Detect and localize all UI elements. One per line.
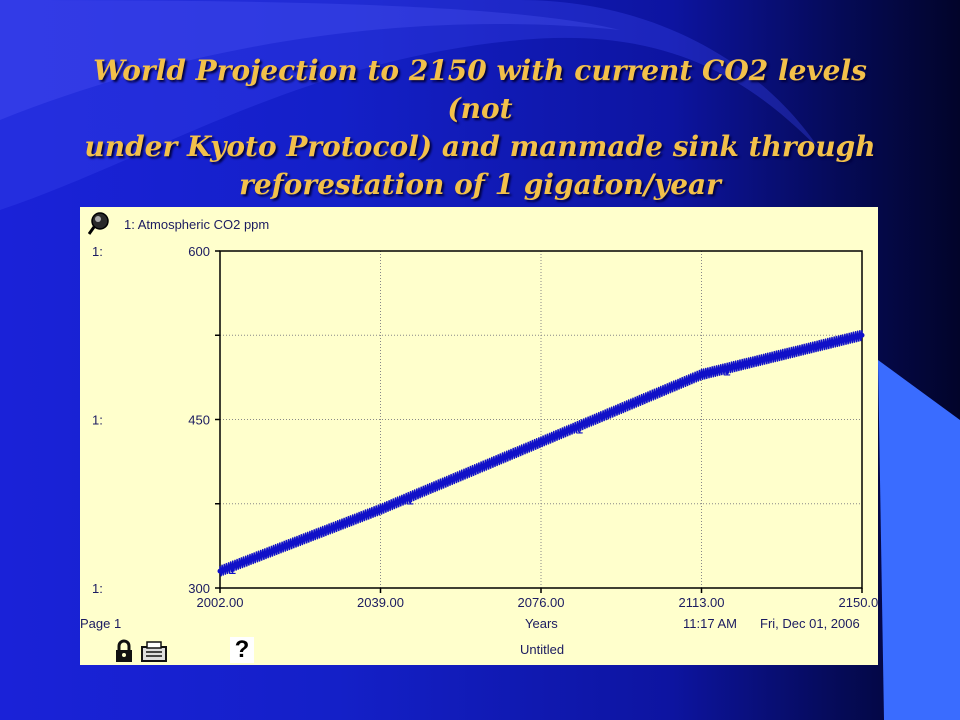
- y-tick-prefix: 1:: [92, 413, 103, 428]
- lock-icon[interactable]: [113, 639, 135, 663]
- question-mark-icon: ?: [234, 636, 250, 663]
- y-tick-label: 300: [188, 581, 210, 596]
- series-number-marker: 1: [229, 561, 237, 578]
- title-line: under Kyoto Protocol) and manmade sink t…: [84, 130, 876, 163]
- title-line: World Projection to 2150 with current CO…: [93, 54, 867, 125]
- series-point: [538, 439, 544, 445]
- series-point: [378, 506, 383, 512]
- legend-label: 1: Atmospheric CO2 ppm: [124, 217, 270, 232]
- series-number-marker: 1: [407, 491, 415, 508]
- x-tick-label: 2150.00: [839, 595, 879, 610]
- x-tick-label: 2076.00: [518, 595, 565, 610]
- side-accent-shape: [878, 360, 960, 720]
- x-tick-label: 2113.00: [678, 595, 724, 610]
- y-tick-label: 450: [188, 413, 210, 428]
- date-label: Fri, Dec 01, 2006: [760, 616, 860, 631]
- page-label: Page 1: [80, 616, 122, 631]
- y-tick-prefix: 1:: [92, 244, 103, 259]
- co2-line-chart: 2002.00 2039.00 2076.00 2113.00 2150.00 1: 300…: [92, 244, 879, 610]
- x-axis-label: Years: [525, 616, 558, 631]
- series-point: [699, 372, 704, 378]
- time-label: 11:17 AM: [683, 616, 737, 631]
- help-button[interactable]: ?: [230, 637, 254, 663]
- series-point: [217, 568, 223, 574]
- magnifier-icon[interactable]: [88, 210, 116, 236]
- series-line: [219, 330, 863, 577]
- graph-panel: 1: Atmospheric CO2 ppm 2002.00 2039.00 207…: [80, 207, 878, 665]
- slide-title: World Projection to 2150 with current CO…: [60, 52, 900, 204]
- x-tick-label: 2039.00: [357, 595, 404, 610]
- printer-icon[interactable]: [140, 641, 168, 663]
- model-label: Untitled: [520, 642, 565, 657]
- series-number-marker: 1: [576, 420, 584, 437]
- title-line: reforestation of 1 gigaton/year: [239, 168, 721, 201]
- series-number-marker: 1: [723, 362, 731, 379]
- y-tick-prefix: 1:: [92, 581, 103, 596]
- y-tick-label: 600: [188, 244, 210, 259]
- x-tick-label: 2002.00: [197, 595, 244, 610]
- series-point: [859, 332, 865, 338]
